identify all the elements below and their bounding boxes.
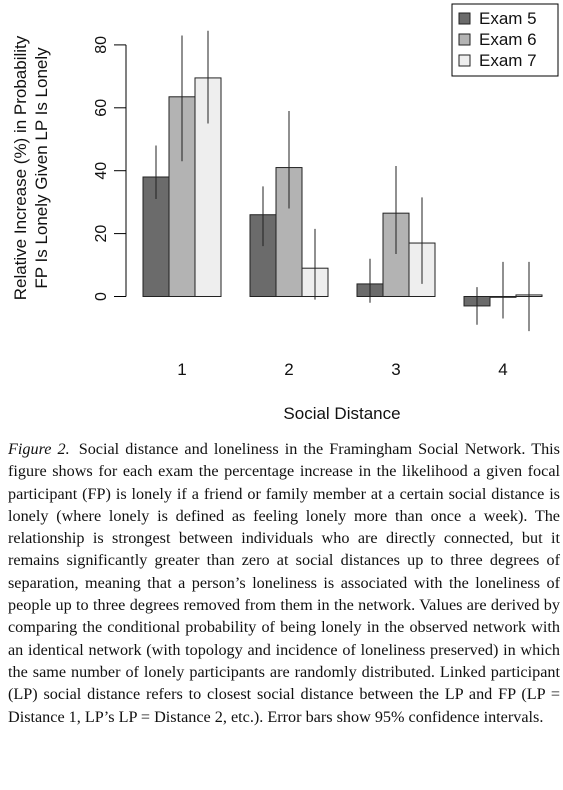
error-bars [155, 30, 530, 332]
y-tick-label: 80 [93, 36, 110, 54]
x-tick-label: 2 [284, 360, 293, 379]
y-tick-label: 20 [93, 225, 110, 243]
x-axis-title: Social Distance [283, 404, 400, 423]
bar-groups [142, 77, 543, 307]
y-tick-label: 40 [93, 162, 110, 180]
y-axis-title-line-1: Relative Increase (%) in Probability [11, 35, 30, 300]
y-tick-label: 0 [93, 292, 110, 301]
y-axis: 0 20 40 60 80 [93, 36, 127, 301]
y-axis-title: Relative Increase (%) in Probability FP … [11, 35, 51, 300]
legend-label: Exam 7 [479, 51, 537, 70]
figure-caption-text: Social distance and loneliness in the Fr… [8, 440, 560, 726]
y-tick-label: 60 [93, 99, 110, 117]
x-tick-label: 1 [177, 360, 186, 379]
legend-swatch [458, 12, 471, 25]
figure-caption: Figure 2. Social distance and loneliness … [8, 438, 560, 728]
legend-swatch [458, 33, 471, 46]
legend-swatch [458, 54, 471, 67]
x-tick-label: 4 [498, 360, 507, 379]
legend-label: Exam 6 [479, 30, 537, 49]
figure-label: Figure 2. [8, 440, 70, 458]
x-axis-tick-labels: 1 2 3 4 [177, 360, 507, 379]
x-tick-label: 3 [391, 360, 400, 379]
legend: Exam 5 Exam 6 Exam 7 [451, 3, 559, 77]
bar-chart: Relative Increase (%) in Probability FP … [11, 3, 559, 423]
y-axis-title-line-2: FP Is Lonely Given LP Is Lonely [32, 47, 51, 289]
legend-label: Exam 5 [479, 9, 537, 28]
